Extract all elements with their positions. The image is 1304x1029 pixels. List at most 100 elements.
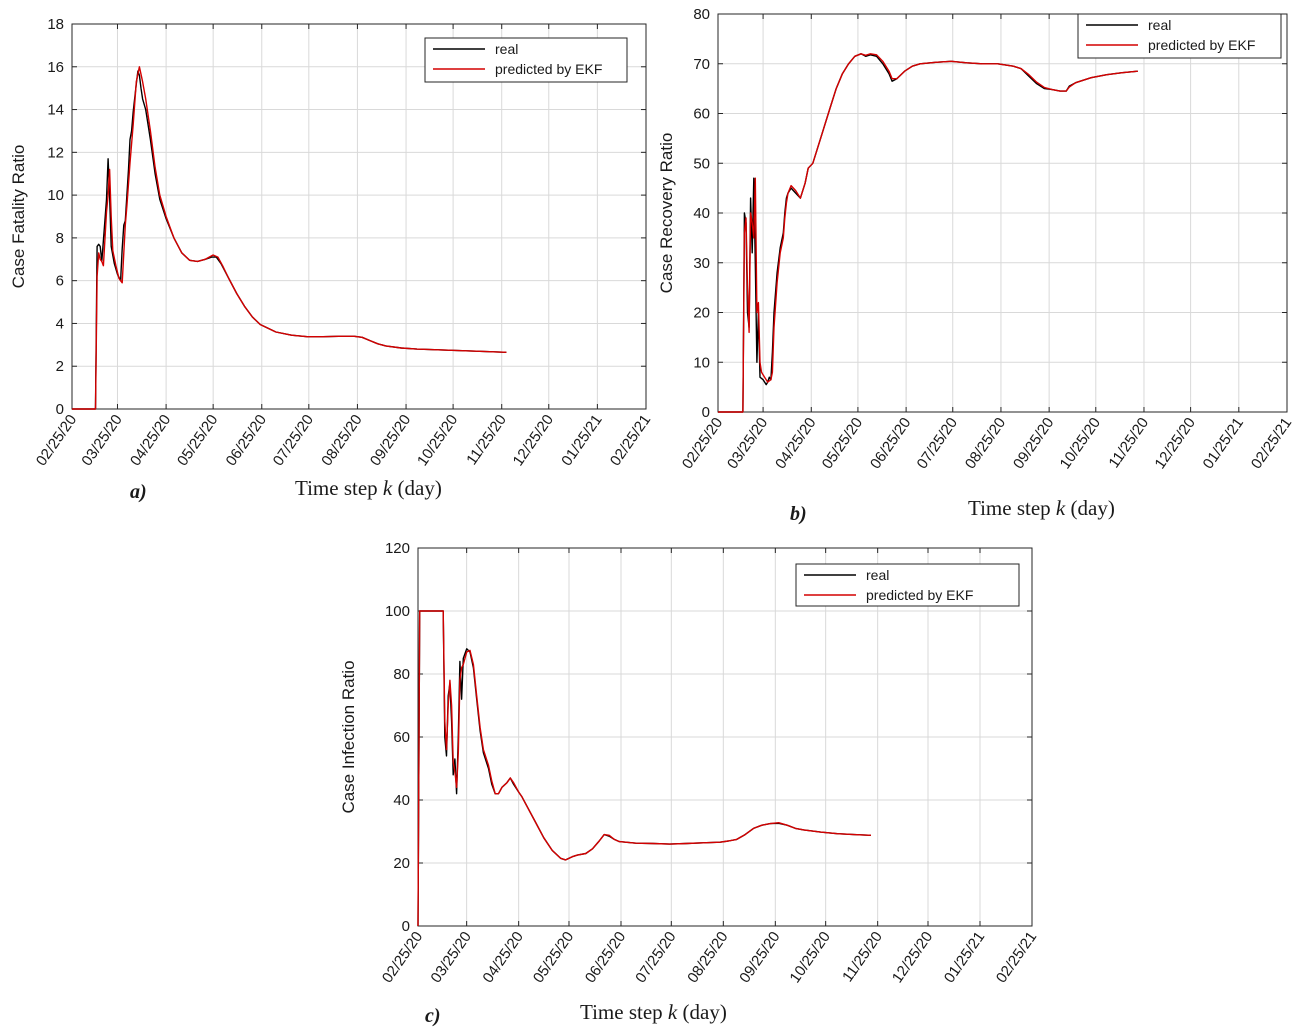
x-axis-label-suffix: (day) (392, 476, 442, 500)
x-tick-label: 01/25/21 (941, 929, 988, 987)
y-tick-label: 20 (693, 305, 710, 322)
x-axis-label-var: k (668, 1000, 678, 1024)
y-tick-label: 10 (47, 187, 64, 204)
legend-box (1077, 13, 1282, 59)
x-tick-label: 02/25/20 (379, 929, 426, 987)
x-tick-label: 02/25/21 (1248, 415, 1295, 473)
y-tick-label: 18 (47, 16, 64, 33)
y-tick-label: 8 (56, 230, 64, 247)
x-tick-label: 07/25/20 (914, 415, 961, 473)
x-tick-label: 05/25/20 (174, 412, 221, 470)
legend: real predicted by EKF (424, 37, 628, 83)
x-axis-label-var: k (1056, 496, 1066, 520)
legend: real predicted by EKF (1077, 13, 1282, 59)
x-tick-label: 06/25/20 (867, 415, 914, 473)
x-axis-label: Time step k (day) (295, 476, 442, 500)
legend-label: predicted by EKF (866, 587, 973, 603)
x-tick-label: 10/25/20 (414, 412, 461, 470)
x-axis-label-suffix: (day) (677, 1000, 727, 1024)
legend-label: real (495, 41, 518, 57)
y-tick-label: 40 (393, 792, 410, 809)
x-tick-label: 08/25/20 (684, 929, 731, 987)
x-tick-label: 05/25/20 (530, 929, 577, 987)
x-tick-label: 10/25/20 (1057, 415, 1104, 473)
legend-label: real (866, 567, 889, 583)
x-tick-label: 08/25/20 (962, 415, 1009, 473)
y-tick-label: 20 (393, 855, 410, 872)
legend-box (424, 37, 628, 83)
y-axis-label: Case Recovery Ratio (657, 133, 676, 294)
y-tick-label: 80 (693, 6, 710, 23)
y-tick-label: 70 (693, 56, 710, 73)
x-tick-label: 10/25/20 (787, 929, 834, 987)
grid-lines (71, 23, 647, 410)
series-line-predicted (417, 610, 872, 927)
series-line-predicted (718, 53, 1138, 413)
y-tick-label: 6 (56, 273, 64, 290)
y-tick-label: 60 (393, 729, 410, 746)
x-tick-label: 11/25/20 (463, 412, 510, 469)
x-tick-label: 02/25/21 (607, 412, 654, 470)
y-tick-label: 100 (385, 603, 410, 620)
y-tick-label: 0 (702, 404, 710, 421)
x-tick-label: 01/25/21 (558, 412, 605, 470)
x-axis-label-prefix: Time step (968, 496, 1056, 520)
y-tick-label: 30 (693, 255, 710, 272)
x-axis-label-prefix: Time step (295, 476, 383, 500)
x-tick-label: 12/25/20 (889, 929, 936, 987)
y-tick-label: 10 (693, 354, 710, 371)
x-tick-label: 09/25/20 (367, 412, 414, 470)
x-tick-label: 09/25/20 (736, 929, 783, 987)
x-tick-label: 02/25/20 (33, 412, 80, 470)
x-tick-label: 06/25/20 (582, 929, 629, 987)
series-line-predicted (72, 66, 507, 410)
y-tick-label: 50 (693, 155, 710, 172)
y-tick-label: 0 (402, 918, 410, 935)
x-tick-label: 03/25/20 (428, 929, 475, 987)
x-tick-label: 09/25/20 (1010, 415, 1057, 473)
x-tick-label: 01/25/21 (1200, 415, 1247, 473)
panel-label: c) (425, 1005, 441, 1027)
x-tick-label: 04/25/20 (772, 415, 819, 473)
x-tick-label: 06/25/20 (223, 412, 270, 470)
y-tick-label: 14 (47, 102, 64, 119)
legend-label: predicted by EKF (495, 61, 602, 77)
x-tick-label: 07/25/20 (270, 412, 317, 470)
y-tick-label: 4 (56, 315, 64, 332)
x-tick-label: 12/25/20 (510, 412, 557, 470)
x-axis-label-var: k (383, 476, 393, 500)
y-tick-label: 120 (385, 540, 410, 557)
y-tick-label: 80 (393, 666, 410, 683)
x-tick-label: 11/25/20 (839, 929, 886, 986)
x-tick-label: 02/25/21 (993, 929, 1040, 987)
x-tick-label: 03/25/20 (78, 412, 125, 470)
plot-area (72, 24, 646, 409)
y-tick-label: 0 (56, 401, 64, 418)
y-tick-label: 60 (693, 106, 710, 123)
x-tick-label: 11/25/20 (1105, 415, 1152, 472)
plot-frame (71, 23, 647, 410)
x-tick-label: 05/25/20 (819, 415, 866, 473)
y-tick-label: 40 (693, 205, 710, 222)
y-tick-label: 16 (47, 59, 64, 76)
x-tick-label: 12/25/20 (1151, 415, 1198, 473)
x-axis-label-suffix: (day) (1065, 496, 1115, 520)
y-axis-label: Case Infection Ratio (339, 660, 358, 813)
x-tick-label: 07/25/20 (632, 929, 679, 987)
x-tick-label: 02/25/20 (679, 415, 726, 473)
panel-label: b) (790, 503, 807, 525)
x-axis-label: Time step k (day) (580, 1000, 727, 1024)
y-axis-label: Case Fatality Ratio (9, 145, 28, 289)
legend-label: real (1148, 17, 1171, 33)
legend-box (795, 563, 1020, 607)
y-tick-label: 2 (56, 358, 64, 375)
legend-label: predicted by EKF (1148, 37, 1255, 53)
x-axis-label-prefix: Time step (580, 1000, 668, 1024)
legend: real predicted by EKF (795, 563, 1020, 607)
x-tick-label: 08/25/20 (318, 412, 365, 470)
y-tick-label: 12 (47, 144, 64, 161)
